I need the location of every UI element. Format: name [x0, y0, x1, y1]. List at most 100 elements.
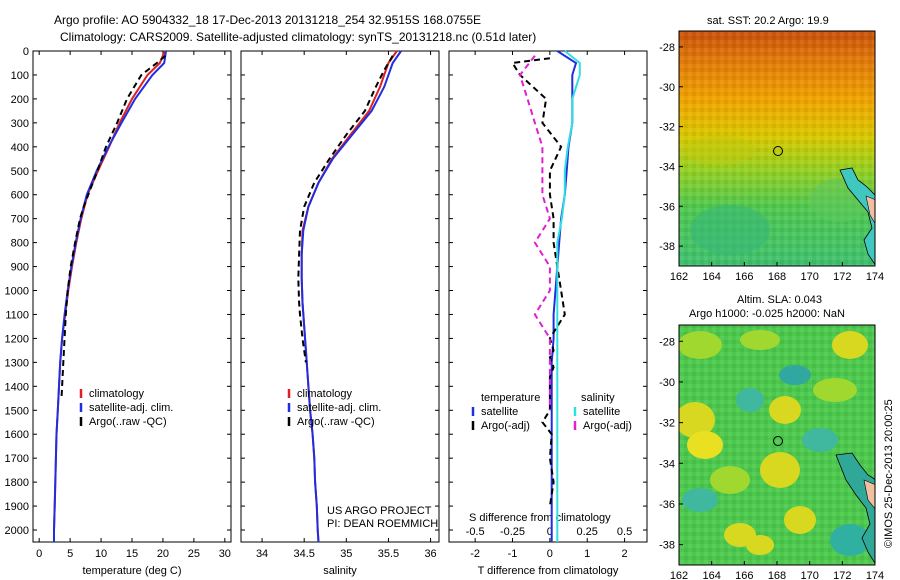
- sla-argo-marker: [773, 436, 783, 446]
- plot-frame: [240, 50, 440, 543]
- y-tick-label: 1400: [5, 381, 29, 393]
- x-tick-label: 5: [67, 548, 73, 560]
- series-line-3: [297, 55, 394, 363]
- sla-map: Altim. SLA: 0.043 Argo h1000: -0.025 h20…: [659, 294, 884, 580]
- sst-argo-marker: [773, 146, 783, 156]
- x2-tick-label: 0.5: [617, 526, 632, 538]
- legend-label: climatology: [89, 388, 145, 400]
- x-tick-label: 34: [256, 548, 268, 560]
- x-tick-label: 35.5: [378, 548, 399, 560]
- y-tick-label: 1700: [5, 453, 29, 465]
- x2-tick-label: -0.25: [500, 526, 525, 538]
- map-x-tick-label: 162: [670, 570, 688, 580]
- series-line-4: [518, 55, 551, 411]
- map-x-tick-label: 170: [800, 271, 818, 283]
- map-x-tick-label: 172: [833, 570, 851, 580]
- legend-label: Argo(-adj): [481, 420, 530, 432]
- x-tick-label: 34.5: [293, 548, 314, 560]
- header-line-1: Argo profile: AO 5904332_18 17-Dec-2013 …: [54, 13, 481, 27]
- map-y-tick-label: -32: [659, 418, 675, 430]
- map-x-tick-label: 172: [833, 271, 851, 283]
- map-y-tick-label: -28: [659, 42, 675, 54]
- y-tick-label: 0: [23, 46, 29, 58]
- imos-stamp: ©IMOS 25-Dec-2013 20:00:25: [883, 399, 895, 548]
- x2-tick-label: 0.25: [577, 526, 598, 538]
- plot-frame: [448, 50, 648, 543]
- y-tick-label: 1300: [5, 357, 29, 369]
- map-y-tick-label: -30: [659, 82, 675, 94]
- map-x-tick-label: 162: [670, 271, 688, 283]
- sst-map: sat. SST: 20.2 Argo: 19.9 162 164 166 168 17…: [659, 15, 884, 283]
- sst-map-title: sat. SST: 20.2 Argo: 19.9: [707, 15, 829, 27]
- pi-note: PI: DEAN ROEMMICH: [327, 518, 438, 530]
- x2-axis-label: S difference from climatology: [469, 512, 611, 524]
- y-tick-label: 1500: [5, 405, 29, 417]
- x-tick-label: 30: [219, 548, 231, 560]
- y-tick-label: 900: [11, 262, 29, 274]
- x-tick-label: 36: [424, 548, 436, 560]
- legend-label: satellite: [481, 406, 518, 418]
- map-y-tick-label: -38: [659, 540, 675, 552]
- map-x-tick-label: 164: [702, 271, 720, 283]
- x-tick-label: 35: [340, 548, 352, 560]
- map-y-tick-label: -34: [659, 161, 675, 173]
- y-tick-label: 200: [11, 94, 29, 106]
- legend-label: Argo(..raw -QC): [89, 416, 167, 428]
- x2-tick-label: 0: [547, 526, 553, 538]
- y-tick-label: 1800: [5, 477, 29, 489]
- temperature-profile-chart: 0100200300400500600700800900100011001200…: [5, 46, 232, 577]
- legend-label: climatology: [297, 388, 353, 400]
- y-tick-label: 2000: [5, 525, 29, 537]
- legend-title: temperature: [481, 392, 540, 404]
- map-x-tick-label: 164: [702, 570, 720, 580]
- project-note: US ARGO PROJECT: [327, 505, 432, 517]
- x-axis-label: temperature (deg C): [82, 565, 181, 577]
- map-y-tick-label: -36: [659, 201, 675, 213]
- series-line-2: [300, 50, 402, 543]
- y-tick-label: 1900: [5, 501, 29, 513]
- x-axis-label: salinity: [323, 565, 357, 577]
- plot-frame: [32, 50, 232, 543]
- x-tick-label: 15: [126, 548, 138, 560]
- x-tick-label: 0: [36, 548, 42, 560]
- x-axis-label: T difference from climatology: [478, 565, 619, 577]
- legend-label: Argo(-adj): [583, 420, 632, 432]
- map-y-tick-label: -36: [659, 499, 675, 511]
- x-tick-label: 10: [95, 548, 107, 560]
- y-tick-label: 400: [11, 142, 29, 154]
- header-line-2: Climatology: CARS2009. Satellite-adjuste…: [60, 30, 536, 44]
- map-x-tick-label: 174: [866, 570, 884, 580]
- sla-map-subtitle: Argo h1000: -0.025 h2000: NaN: [689, 308, 845, 320]
- y-tick-label: 700: [11, 214, 29, 226]
- map-x-tick-label: 166: [735, 271, 753, 283]
- series-line-3: [556, 50, 581, 542]
- legend-label: satellite-adj. clim.: [89, 402, 173, 414]
- y-tick-label: 300: [11, 118, 29, 130]
- x-tick-label: 25: [188, 548, 200, 560]
- map-x-tick-label: 166: [735, 570, 753, 580]
- y-tick-label: 500: [11, 166, 29, 178]
- map-y-tick-label: -28: [659, 336, 675, 348]
- legend-label: satellite: [583, 406, 620, 418]
- y-tick-label: 800: [11, 238, 29, 250]
- x-tick-label: -1: [508, 548, 518, 560]
- y-tick-label: 1000: [5, 286, 29, 298]
- x-tick-label: -2: [470, 548, 480, 560]
- y-tick-label: 1200: [5, 333, 29, 345]
- map-x-tick-label: 170: [800, 570, 818, 580]
- legend-title: salinity: [581, 392, 615, 404]
- y-tick-label: 600: [11, 190, 29, 202]
- map-y-tick-label: -34: [659, 458, 675, 470]
- map-x-tick-label: 174: [866, 271, 884, 283]
- map-y-tick-label: -30: [659, 377, 675, 389]
- y-tick-label: 1600: [5, 429, 29, 441]
- x-tick-label: 2: [622, 548, 628, 560]
- series-line-2: [510, 57, 566, 507]
- y-tick-label: 1100: [5, 309, 29, 321]
- sst-coastline: [839, 167, 875, 266]
- x-tick-label: 20: [157, 548, 169, 560]
- map-x-tick-label: 168: [768, 271, 786, 283]
- x2-tick-label: -0.5: [466, 526, 485, 538]
- series-line-3: [60, 55, 167, 399]
